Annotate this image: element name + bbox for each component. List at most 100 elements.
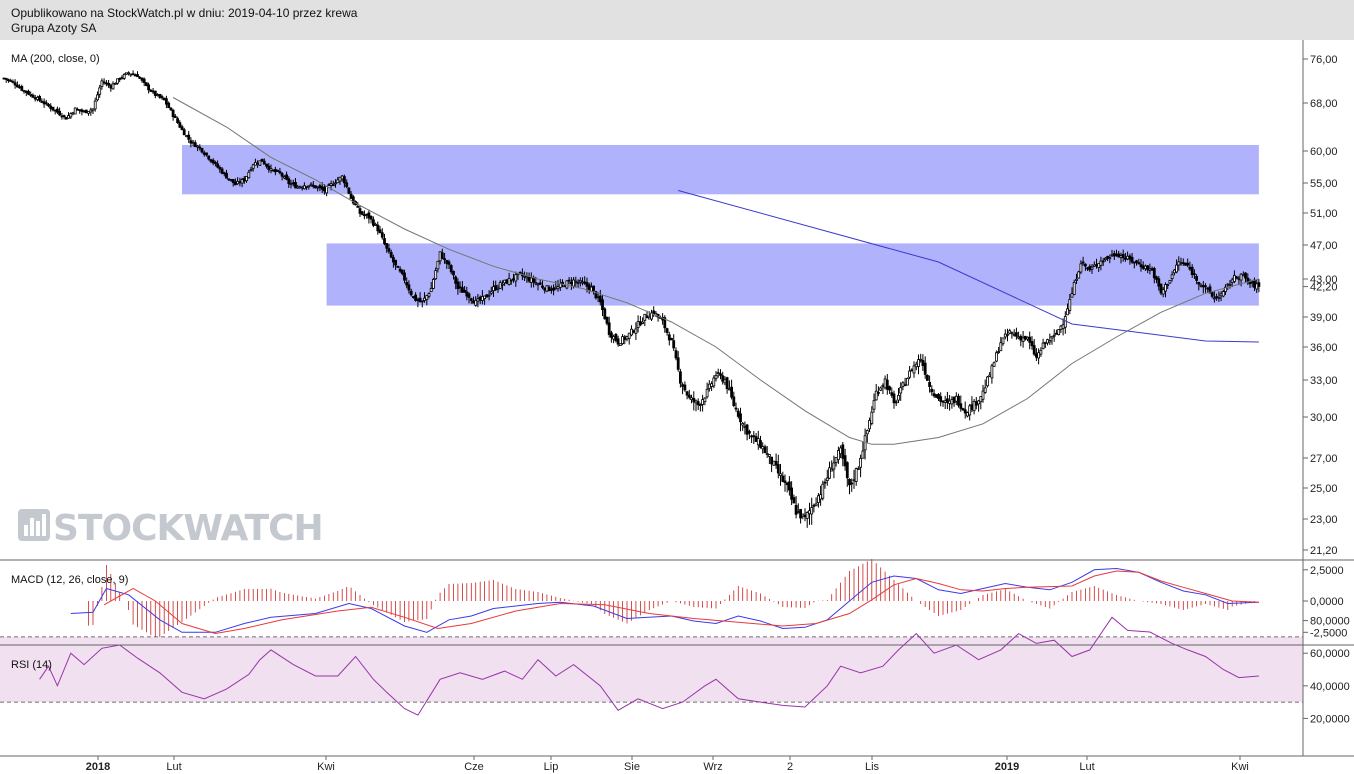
candle-body — [383, 238, 386, 245]
candle-body — [1010, 332, 1014, 335]
candle-body — [868, 419, 871, 430]
candle-body — [941, 400, 945, 403]
candle-body — [320, 186, 324, 190]
candle-body — [144, 82, 148, 86]
candle-body — [367, 212, 371, 219]
candle-body — [634, 328, 638, 334]
candle-body — [1017, 336, 1020, 339]
candle-body — [4, 77, 8, 80]
candle-body — [305, 185, 309, 188]
macd-line — [70, 567, 1259, 633]
candle-body — [500, 283, 504, 286]
watermark-icon-bar — [42, 514, 46, 536]
candle-body — [1055, 332, 1058, 335]
candle-body — [356, 205, 360, 208]
candle-body — [289, 183, 293, 186]
candle-body — [222, 172, 226, 175]
candle-body — [932, 393, 936, 397]
candle-body — [630, 328, 633, 336]
candle-body — [961, 408, 965, 411]
candle-body — [311, 184, 315, 187]
candle-body — [963, 409, 967, 414]
candle-body — [1199, 284, 1203, 287]
candle-body — [1132, 261, 1136, 264]
candle-body — [1090, 266, 1094, 270]
candle-body — [957, 395, 960, 406]
macd-tick-label: -2,5000 — [1310, 627, 1347, 639]
candle-body — [721, 375, 725, 382]
candle-body — [53, 109, 57, 112]
candle-body — [231, 178, 235, 183]
candle-body — [89, 109, 93, 113]
candle-body — [885, 379, 889, 390]
candle-body — [988, 374, 992, 377]
candle-body — [51, 106, 55, 111]
macd-tick-label: 2,5000 — [1310, 565, 1344, 577]
candle-body — [256, 163, 260, 166]
candle-body — [445, 260, 449, 264]
candle-body — [1086, 267, 1089, 270]
candle-body — [369, 215, 373, 220]
candle-body — [679, 371, 682, 384]
candle-body — [997, 351, 1000, 354]
candle-body — [992, 362, 996, 367]
candle-body — [411, 296, 415, 298]
candle-body — [505, 279, 509, 284]
candle-body — [1088, 265, 1092, 271]
candle-body — [1012, 333, 1016, 336]
candle-body — [360, 211, 364, 215]
candle-body — [27, 91, 30, 95]
candle-body — [734, 407, 738, 410]
candle-body — [56, 108, 59, 113]
candle-body — [785, 482, 789, 486]
price-tick-label: 33,00 — [1310, 375, 1338, 387]
candle-body — [220, 168, 224, 174]
candle-body — [245, 175, 248, 182]
candle-body — [841, 444, 845, 459]
candle-body — [1068, 298, 1072, 311]
candle-body — [1257, 282, 1261, 287]
candle-body — [732, 396, 736, 406]
candle-body — [129, 73, 133, 76]
candle-body — [719, 373, 722, 376]
candle-body — [570, 281, 573, 285]
candle-body — [193, 142, 197, 148]
candle-body — [138, 76, 142, 79]
candle-body — [1066, 308, 1069, 316]
candle-body — [903, 384, 907, 387]
rsi-tick-label: 60,0000 — [1310, 648, 1350, 660]
candle-body — [374, 223, 378, 226]
candle-body — [641, 321, 644, 324]
candle-body — [690, 397, 693, 400]
price-tick-label: 27,00 — [1310, 453, 1338, 465]
candle-body — [209, 159, 213, 162]
candle-body — [452, 270, 455, 276]
candle-body — [1052, 334, 1056, 337]
candle-body — [102, 81, 106, 84]
candle-body — [618, 343, 622, 347]
candle-body — [752, 435, 756, 438]
candle-body — [331, 184, 335, 187]
candle-body — [616, 338, 620, 345]
candle-body — [1003, 333, 1007, 338]
candle-body — [67, 115, 70, 119]
candle-body — [509, 279, 513, 282]
candle-body — [685, 391, 689, 396]
candle-body — [15, 84, 19, 88]
candle-body — [273, 168, 277, 173]
candle-body — [153, 90, 157, 96]
candle-body — [1193, 273, 1196, 276]
candle-body — [173, 115, 177, 119]
candle-body — [892, 393, 896, 404]
candle-body — [318, 185, 322, 189]
candle-body — [756, 438, 760, 446]
candle-body — [843, 455, 847, 467]
candle-body — [84, 109, 88, 114]
candle-body — [325, 186, 329, 194]
price-tick-label: 23,00 — [1310, 514, 1338, 526]
candle-body — [748, 430, 751, 434]
candle-body — [127, 72, 130, 75]
candle-body — [11, 81, 15, 83]
candle-body — [1150, 268, 1154, 271]
